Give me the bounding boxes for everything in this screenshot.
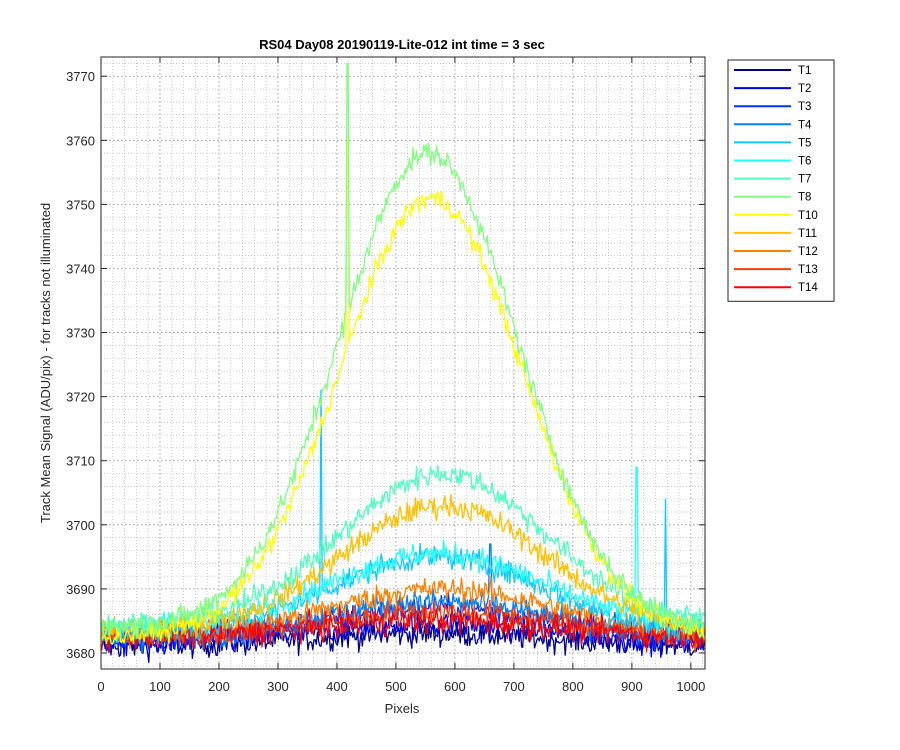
legend: T1 T2 T3 T4 T5 T6 T7 T8 T10 T11 T12 T13 T14: [727, 59, 835, 302]
legend-label-t11: T11: [798, 228, 817, 240]
legend-label-t7: T7: [798, 174, 811, 186]
series-layer: [101, 62, 705, 663]
series-line-t10: [101, 139, 705, 645]
y-tick-label: 3760: [66, 133, 95, 148]
y-axis-label: Track Mean Signal (ADU/pix) - for tracks…: [38, 203, 53, 523]
x-tick-label: 600: [444, 679, 466, 694]
y-tick-label: 3730: [66, 326, 95, 341]
major-grid: [101, 57, 705, 669]
x-tick-label: 300: [267, 679, 289, 694]
y-tick-label: 3690: [66, 582, 95, 597]
y-tick-label: 3770: [66, 69, 95, 84]
legend-label-t4: T4: [798, 119, 812, 131]
x-tick-label: 900: [621, 679, 643, 694]
x-tick-label: 1000: [676, 679, 705, 694]
legend-label-t6: T6: [798, 156, 811, 168]
legend-box: [727, 59, 835, 302]
y-tick-label: 3750: [66, 197, 95, 212]
legend-label-t8: T8: [798, 192, 811, 204]
x-tick-label: 100: [149, 679, 171, 694]
legend-label-t5: T5: [798, 137, 811, 149]
series-line-t11: [101, 493, 705, 642]
legend-label-t10: T10: [798, 210, 818, 222]
y-tick-label: 3680: [66, 646, 95, 661]
x-tick-label: 700: [503, 679, 525, 694]
y-axis: 3680 3690 3700 3710 3720 3730 3740 3750 3760 3770: [66, 69, 705, 661]
x-tick-label: 400: [326, 679, 348, 694]
y-tick-label: 3710: [66, 454, 95, 469]
y-tick-label: 3720: [66, 390, 95, 405]
legend-label-t14: T14: [798, 282, 818, 294]
legend-label-t3: T3: [798, 101, 811, 113]
series-line-t8: [101, 62, 705, 640]
x-tick-label: 0: [97, 679, 104, 694]
plot-frame: [100, 56, 706, 670]
legend-label-t1: T1: [798, 65, 811, 77]
x-tick-label: 200: [208, 679, 230, 694]
legend-label-t13: T13: [798, 264, 818, 276]
x-axis: 0 100 200 300 400 500 600 700 800 900 1000: [97, 57, 705, 694]
legend-label-t2: T2: [798, 83, 811, 95]
x-tick-label: 800: [562, 679, 584, 694]
legend-label-t12: T12: [798, 246, 818, 258]
y-tick-label: 3700: [66, 518, 95, 533]
y-tick-label: 3740: [66, 261, 95, 276]
chart-title: RS04 Day08 20190119-Lite-012 int time = …: [259, 37, 545, 52]
x-axis-label: Pixels: [385, 701, 420, 716]
x-tick-label: 500: [385, 679, 407, 694]
